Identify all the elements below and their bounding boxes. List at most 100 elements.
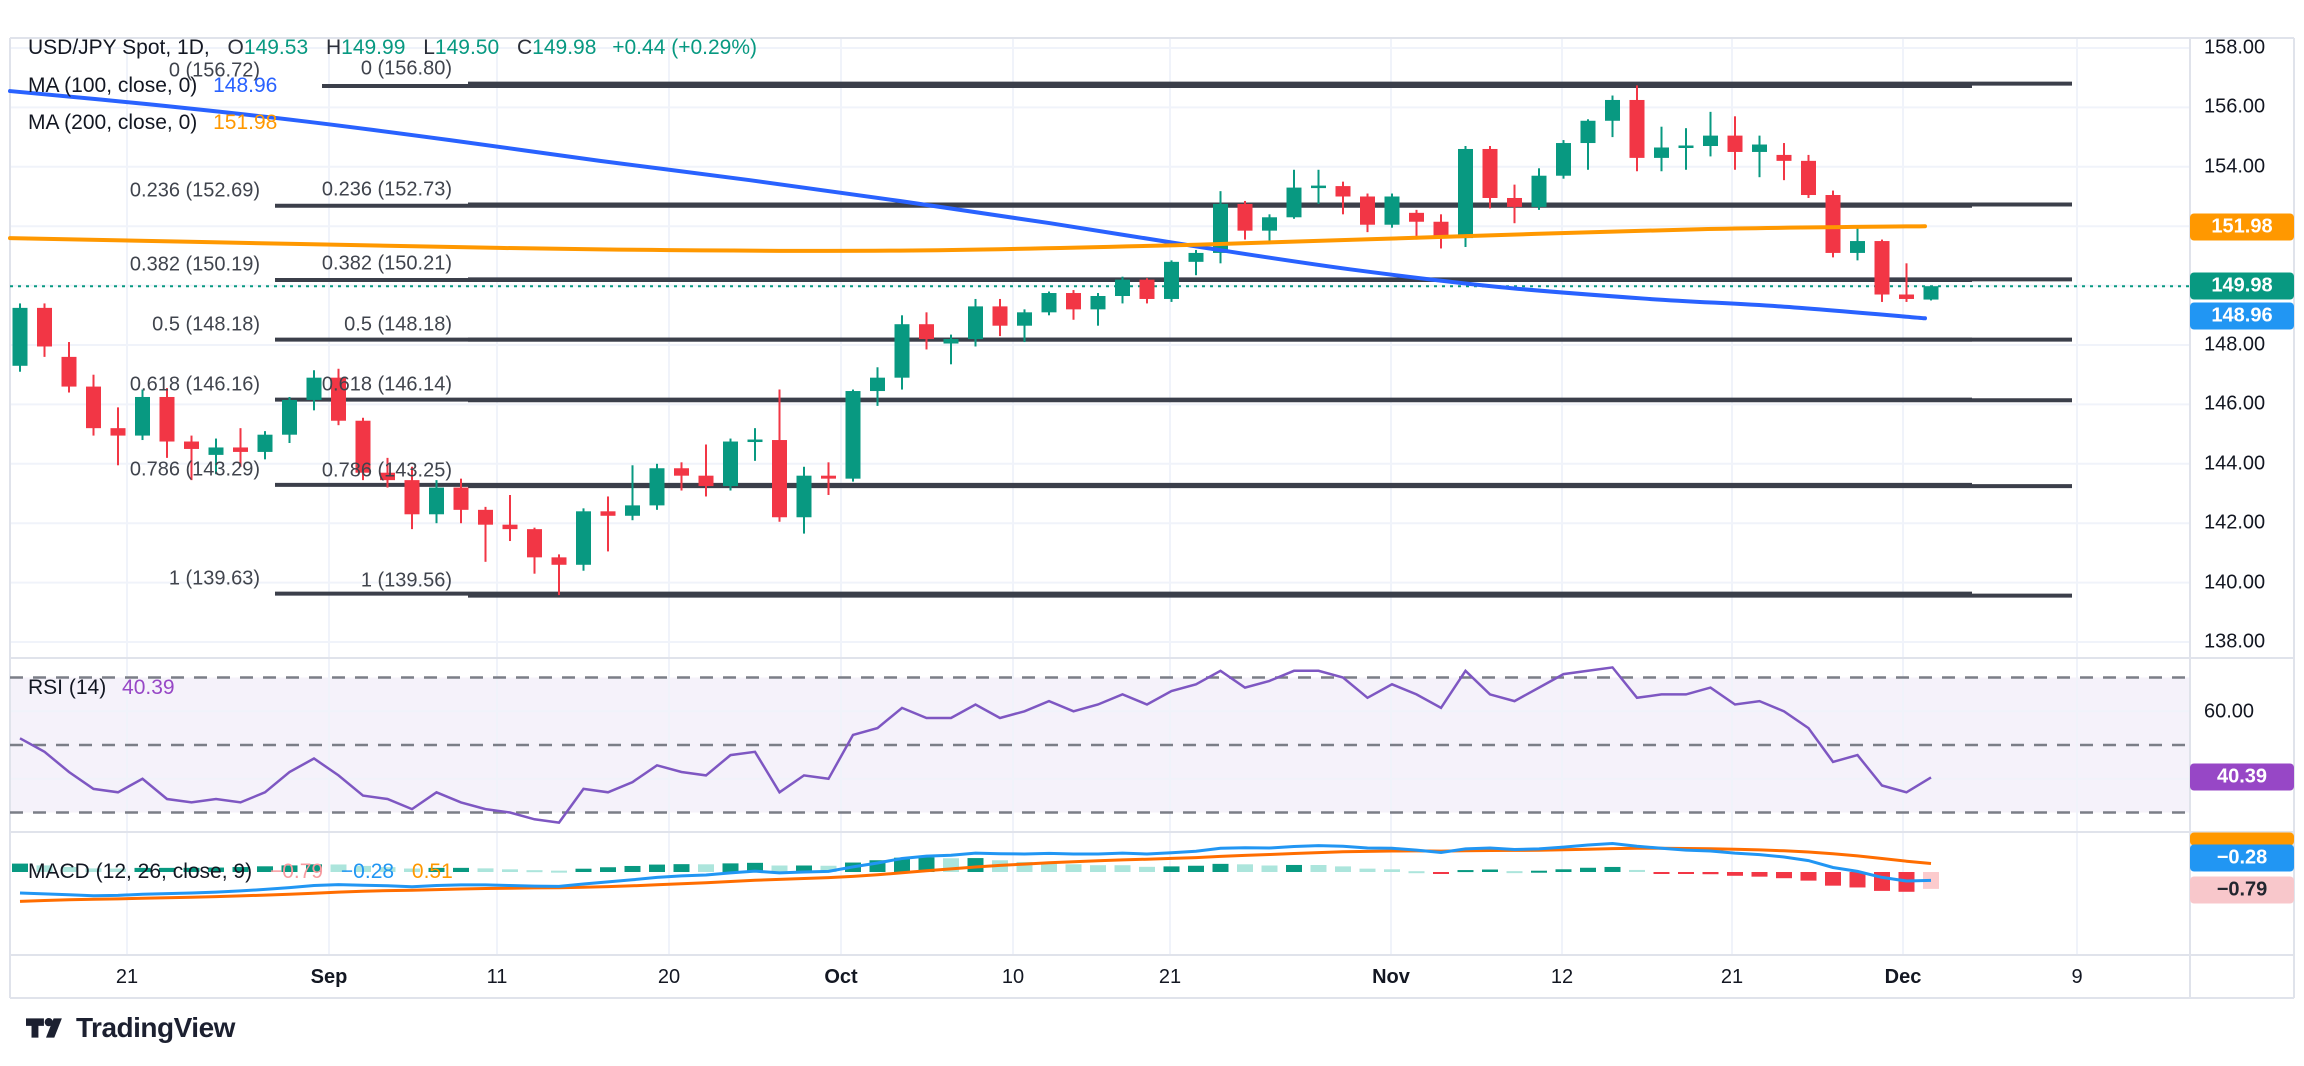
candle-body xyxy=(992,306,1008,326)
ma200-value: 151.98 xyxy=(213,111,278,134)
price-badge: 148.96 xyxy=(2190,302,2294,330)
macd-histogram-bar xyxy=(575,868,592,872)
macd-histogram-bar xyxy=(698,864,714,872)
macd-histogram-bar xyxy=(36,865,53,872)
candle-body xyxy=(453,487,469,510)
macd-histogram-bar xyxy=(526,870,543,873)
price-tick: 140.00 xyxy=(2204,571,2266,594)
symbol-name[interactable]: USD/JPY Spot xyxy=(28,36,166,59)
time-label: 12 xyxy=(1550,966,1574,988)
candle-body xyxy=(380,472,395,481)
ma100-legend[interactable]: MA (100, close, 0) 148.96 xyxy=(28,74,278,97)
candle-body xyxy=(1409,212,1424,222)
macd-histogram-bar xyxy=(1482,869,1498,872)
candle-body xyxy=(1899,294,1914,299)
candle-body xyxy=(61,356,77,387)
candle-body xyxy=(1237,203,1253,231)
candle-body xyxy=(1090,295,1106,310)
candle-body xyxy=(110,428,126,436)
change-value: +0.44 (+0.29%) xyxy=(612,36,757,59)
macd-histogram-bar xyxy=(1727,872,1743,876)
candle-body xyxy=(37,307,52,347)
candle-body xyxy=(159,396,175,442)
candle-body xyxy=(527,529,542,558)
macd-histogram-bar xyxy=(1457,870,1474,873)
ma100-line xyxy=(8,89,1927,321)
candle-body xyxy=(1066,293,1081,310)
candle-body xyxy=(1335,186,1351,197)
macd-histogram-bar xyxy=(453,867,469,872)
price-badge: 149.98 xyxy=(2190,272,2294,300)
macd-histogram-bar xyxy=(1212,863,1229,872)
candle-body xyxy=(919,324,934,340)
macd-histogram-bar xyxy=(1629,869,1645,872)
macd-histogram-bar xyxy=(1580,867,1596,872)
macd-histogram-bar xyxy=(1261,865,1278,872)
macd-histogram-bar xyxy=(1653,872,1670,874)
fib-label-set2: 0.236 (152.73) xyxy=(321,178,452,201)
candle-body xyxy=(478,509,493,525)
macd-histogram-bar xyxy=(404,868,420,872)
candle-body xyxy=(845,391,861,479)
macd-histogram-bar xyxy=(208,867,224,872)
macd-histogram-bar xyxy=(649,864,665,872)
open-value: 149.53 xyxy=(243,36,309,59)
tradingview-logo-text: TradingView xyxy=(76,1012,235,1043)
close-label: C xyxy=(516,36,533,59)
candle-body xyxy=(649,468,665,506)
macd-histogram-bar xyxy=(1286,864,1302,872)
candle-body xyxy=(625,505,640,516)
macd-histogram-bar xyxy=(1408,871,1425,874)
candle-body xyxy=(1654,147,1669,158)
high-value: 149.99 xyxy=(341,36,406,59)
candle-body xyxy=(331,377,346,421)
candle-body xyxy=(674,468,689,476)
time-label: Dec xyxy=(1884,966,1922,988)
macd-histogram-bar xyxy=(306,864,322,872)
rsi-legend[interactable]: RSI (14) 40.39 xyxy=(28,676,175,699)
candle-body xyxy=(1458,148,1473,239)
fib-label-set1: 1 (139.63) xyxy=(168,567,260,590)
macd-histogram-bar xyxy=(85,868,102,872)
candle-body xyxy=(1776,154,1792,161)
candle-body xyxy=(698,475,714,487)
macd-histogram-bar xyxy=(428,867,445,872)
fib-label-set2: 0.5 (148.18) xyxy=(344,313,452,336)
candle-body xyxy=(1115,279,1130,296)
candle-body xyxy=(1531,175,1547,207)
interval[interactable]: 1D xyxy=(177,36,204,59)
candle-body xyxy=(257,434,273,452)
candle-body xyxy=(1703,135,1718,147)
macd-histogram-bar xyxy=(1849,872,1866,888)
macd-histogram-bar xyxy=(502,869,518,872)
macd-histogram-bar xyxy=(967,858,984,872)
candle-body xyxy=(1874,241,1890,295)
ma200-legend[interactable]: MA (200, close, 0) 151.98 xyxy=(28,111,278,134)
macd-histogram-bar xyxy=(673,864,690,872)
fib-label-set2: 0 (156.80) xyxy=(360,57,452,80)
candle-body xyxy=(429,487,444,515)
candle-body xyxy=(1923,286,1939,300)
price-tick: 138.00 xyxy=(2204,630,2266,653)
candle-body xyxy=(576,511,591,565)
candle-body xyxy=(135,396,150,436)
macd-histogram-bar xyxy=(159,867,175,872)
macd-histogram-bar xyxy=(624,865,641,872)
candle-body xyxy=(551,557,567,565)
candle-body xyxy=(1262,217,1277,231)
price-tick: 144.00 xyxy=(2204,452,2266,475)
candle-body xyxy=(1850,241,1865,253)
fib-label-set1: 0.786 (143.29) xyxy=(129,458,260,481)
tradingview-logo[interactable]: TradingView xyxy=(26,1008,235,1048)
time-label: 9 xyxy=(2071,966,2083,988)
symbol-header[interactable]: USD/JPY Spot, 1D, O149.53 H149.99 L149.5… xyxy=(28,36,757,59)
macd-legend[interactable]: MACD (12, 26, close, 9) −0.79 −0.28 0.51 xyxy=(28,860,453,883)
macd-histogram-bar xyxy=(61,866,77,872)
macd-histogram-bar xyxy=(477,868,494,872)
macd-signal-value: 0.51 xyxy=(411,860,453,883)
macd-histogram-bar xyxy=(379,867,396,872)
candle-body xyxy=(1605,99,1620,121)
macd-histogram-bar xyxy=(551,870,567,873)
candle-body xyxy=(747,439,763,443)
